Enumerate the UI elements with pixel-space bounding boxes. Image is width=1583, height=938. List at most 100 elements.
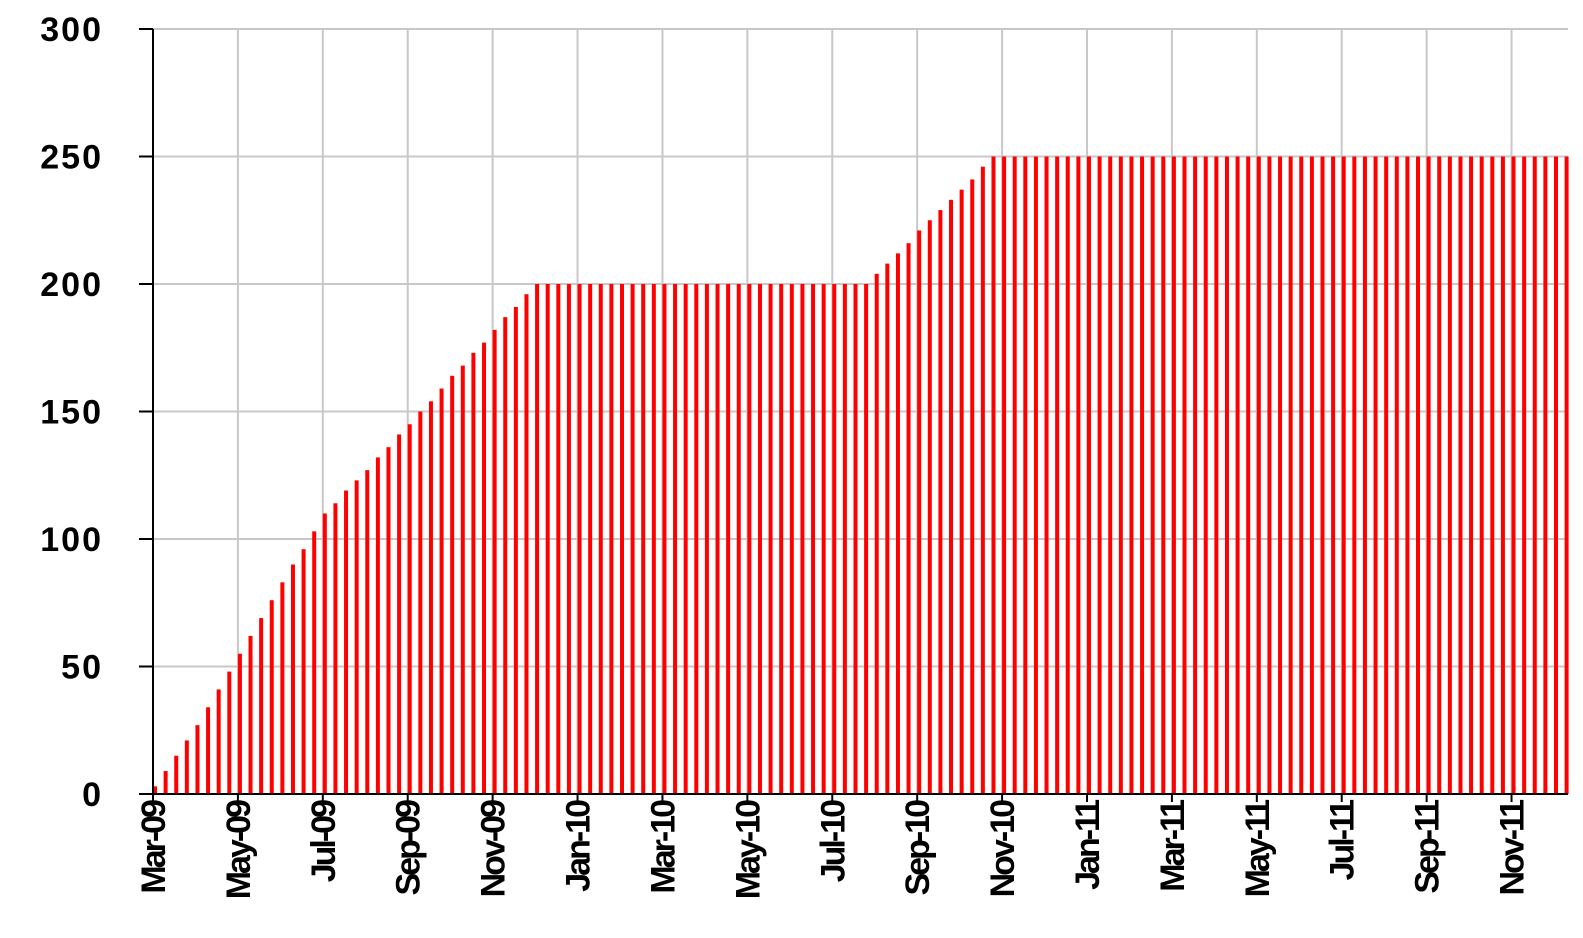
bar	[1129, 156, 1134, 794]
bar	[1076, 156, 1081, 794]
bar	[1002, 156, 1007, 794]
bar	[482, 342, 487, 794]
bar	[842, 284, 847, 794]
bar	[1171, 156, 1176, 794]
bar	[1553, 156, 1558, 794]
bar	[269, 600, 274, 794]
bar	[959, 189, 964, 794]
x-tick-label: Jan-10	[560, 800, 598, 892]
bar	[513, 306, 518, 794]
bar	[1564, 156, 1569, 794]
x-tick-label: Nov-10	[984, 800, 1022, 897]
bar	[290, 564, 295, 794]
x-tick-label: Jul-11	[1324, 800, 1362, 880]
bar	[726, 284, 731, 794]
bar	[1214, 156, 1219, 794]
bar	[301, 549, 306, 794]
bar	[184, 740, 189, 794]
bar	[471, 352, 476, 794]
bar	[460, 365, 465, 794]
bar	[768, 284, 773, 794]
bar	[853, 284, 858, 794]
bar	[1140, 156, 1145, 794]
bar	[1341, 156, 1346, 794]
bar	[715, 284, 720, 794]
bar	[821, 284, 826, 794]
bar	[704, 284, 709, 794]
bar	[418, 411, 423, 794]
bar	[1320, 156, 1325, 794]
bar	[1086, 156, 1091, 794]
bar	[1278, 156, 1283, 794]
bar	[216, 689, 221, 794]
bar	[492, 329, 497, 794]
bar	[938, 210, 943, 795]
bar	[757, 284, 762, 794]
bar	[1055, 156, 1060, 794]
y-tick-label: 100	[40, 521, 103, 559]
x-tick-label: Mar-10	[644, 800, 682, 894]
x-tick-label: May-10	[729, 800, 767, 899]
bar	[662, 284, 667, 794]
bar	[1394, 156, 1399, 794]
bar	[365, 470, 370, 794]
bar	[1500, 156, 1505, 794]
bar	[1246, 156, 1251, 794]
bar	[980, 166, 985, 794]
bar	[524, 294, 529, 794]
bar	[280, 582, 285, 794]
x-tick-label: Jul-10	[814, 800, 852, 882]
y-tick-label: 50	[61, 649, 103, 687]
bar	[439, 388, 444, 794]
bar	[683, 284, 688, 794]
bar	[747, 284, 752, 794]
bar	[1193, 156, 1198, 794]
bar	[1203, 156, 1208, 794]
bar	[1458, 156, 1463, 794]
bar	[248, 635, 253, 794]
bar	[397, 434, 402, 794]
bar	[1224, 156, 1229, 794]
bar	[1108, 156, 1113, 794]
bar	[1532, 156, 1537, 794]
x-tick-label: Jan-11	[1069, 800, 1107, 890]
bar	[1044, 156, 1049, 794]
bar	[641, 284, 646, 794]
bar	[1469, 156, 1474, 794]
x-tick-label: Sep-09	[390, 800, 428, 896]
bar	[566, 284, 571, 794]
bar	[949, 199, 954, 795]
x-tick-label: May-09	[220, 800, 258, 899]
bar	[206, 707, 211, 794]
bar	[237, 653, 242, 794]
bar	[832, 284, 837, 794]
bar	[609, 284, 614, 794]
bar	[619, 284, 624, 794]
bar	[195, 725, 200, 794]
bar	[991, 156, 996, 794]
x-tick-label: Sep-11	[1409, 800, 1447, 894]
x-tick-label: May-11	[1239, 800, 1277, 897]
bar	[1490, 156, 1495, 794]
bar	[1447, 156, 1452, 794]
bar	[1384, 156, 1389, 794]
x-tick-label: Nov-11	[1494, 800, 1532, 896]
bar	[1405, 156, 1410, 794]
bar	[1373, 156, 1378, 794]
bar	[885, 263, 890, 795]
bar	[312, 531, 317, 794]
y-tick-label: 250	[40, 139, 103, 177]
bar	[1416, 156, 1421, 794]
bar	[259, 618, 264, 794]
bar	[344, 490, 349, 794]
bar	[1267, 156, 1272, 794]
bar	[1479, 156, 1484, 794]
bar	[800, 284, 805, 794]
bar	[1309, 156, 1314, 794]
bar	[1033, 156, 1038, 794]
bar	[1182, 156, 1187, 794]
bar	[174, 755, 179, 794]
bar	[1097, 156, 1102, 794]
